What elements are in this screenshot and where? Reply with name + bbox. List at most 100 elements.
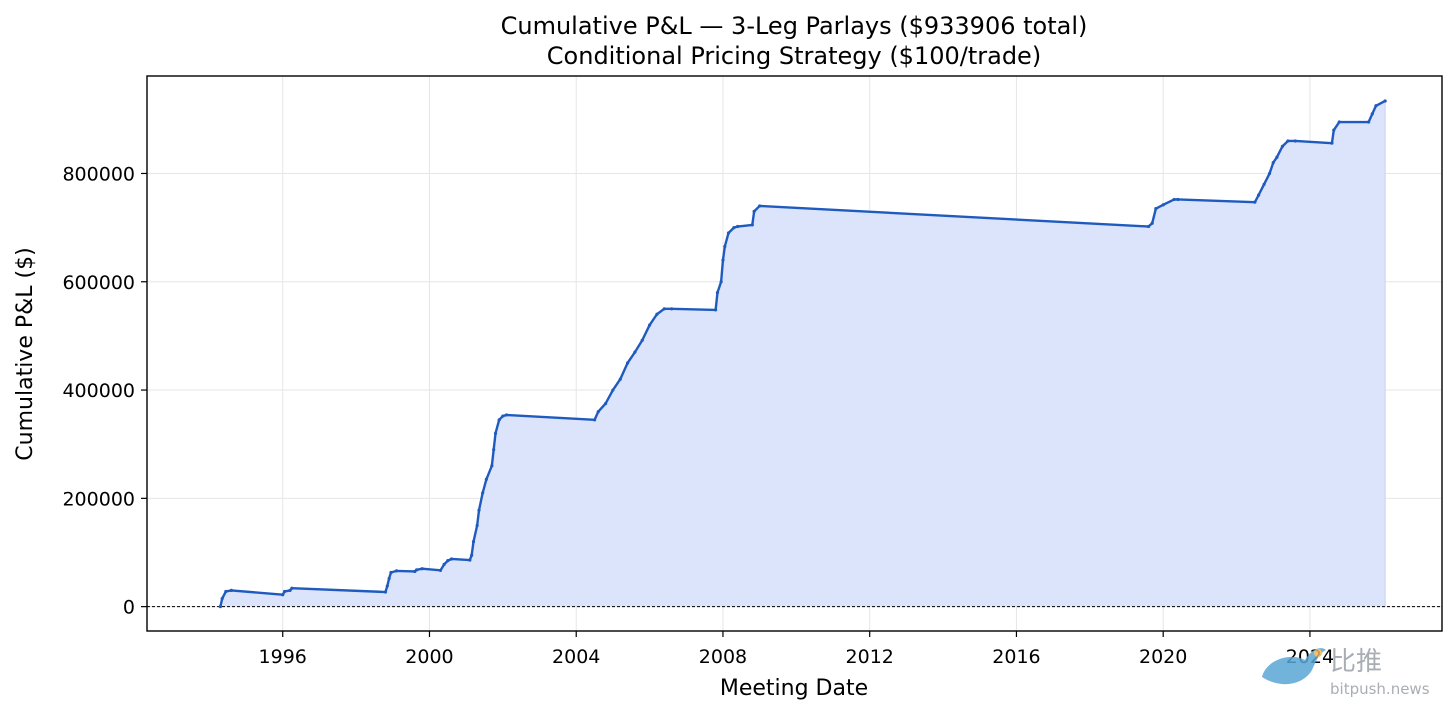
data-point (1176, 197, 1180, 202)
y-axis-label: Cumulative P&L ($) (13, 247, 38, 460)
data-point (662, 307, 666, 311)
data-point (1337, 120, 1341, 124)
data-point (470, 553, 474, 557)
data-point (1146, 224, 1151, 229)
data-point (726, 231, 731, 235)
watermark-domain: bitpush.news (1330, 680, 1430, 698)
data-point (504, 413, 509, 417)
data-point (385, 584, 389, 588)
data-point (1275, 155, 1279, 159)
x-tick-label: 2012 (846, 646, 894, 668)
data-point (492, 448, 496, 452)
data-point (1154, 207, 1158, 211)
data-point (229, 588, 233, 592)
y-tick-label: 800000 (62, 163, 135, 185)
data-point (387, 576, 391, 581)
data-point (592, 418, 597, 422)
data-point (1367, 120, 1371, 124)
data-point (220, 596, 224, 601)
data-point (732, 226, 736, 230)
data-point (1161, 203, 1165, 207)
data-point (1267, 171, 1272, 176)
data-point (750, 223, 754, 227)
fill-layer (147, 100, 1442, 608)
y-tick-label: 200000 (62, 488, 135, 510)
data-point (736, 224, 740, 229)
data-point (758, 204, 762, 208)
data-point (490, 464, 494, 468)
data-point (1293, 139, 1297, 143)
data-point (1256, 193, 1261, 197)
chart-title: Cumulative P&L — 3-Leg Parlays ($933906 … (501, 12, 1088, 40)
data-point (596, 410, 600, 414)
data-point (442, 562, 446, 567)
data-point (383, 590, 388, 594)
data-point (611, 388, 615, 392)
data-point (719, 280, 723, 284)
data-point (633, 350, 637, 354)
data-point (493, 431, 498, 435)
data-point (389, 570, 393, 575)
watermark-logo: 比推 bitpush.news (1262, 647, 1430, 698)
data-point (394, 569, 399, 573)
data-point (1286, 139, 1290, 143)
data-point (501, 414, 505, 418)
data-point (647, 323, 652, 327)
data-point (446, 559, 450, 563)
bird-icon (1262, 648, 1326, 685)
data-point (1330, 141, 1334, 145)
data-point (484, 477, 488, 481)
data-point (1150, 221, 1154, 225)
data-point (640, 338, 644, 342)
data-point (1253, 200, 1257, 204)
series-line (219, 99, 1386, 607)
data-point (1262, 182, 1266, 186)
data-point (1370, 112, 1374, 116)
y-tick-label: 0 (123, 597, 135, 619)
data-point (715, 290, 720, 295)
axes-layer: 1996200020042008201220162020202402000004… (62, 75, 1443, 668)
x-tick-label: 2016 (992, 646, 1040, 668)
data-point (218, 605, 222, 609)
data-point (415, 568, 419, 572)
series-area-fill (220, 100, 1386, 607)
data-point (1332, 128, 1336, 132)
y-tick-label: 600000 (62, 272, 135, 294)
data-point (420, 567, 424, 571)
x-tick-label: 2020 (1139, 646, 1187, 668)
data-point (618, 377, 622, 381)
chart-subtitle: Conditional Pricing Strategy ($100/trade… (547, 42, 1041, 70)
data-point (481, 491, 485, 495)
data-point (497, 418, 501, 422)
data-point (224, 589, 228, 594)
data-point (723, 244, 727, 249)
data-point (721, 258, 725, 262)
data-point (1271, 161, 1275, 165)
data-point (752, 209, 756, 213)
y-tick-label: 400000 (62, 380, 135, 402)
data-point (282, 589, 287, 594)
data-point (1374, 104, 1378, 108)
x-tick-label: 2004 (552, 646, 600, 668)
x-axis-label: Meeting Date (720, 676, 868, 701)
line-layer (218, 99, 1387, 609)
data-point (471, 540, 476, 544)
watermark-brand-cn: 比推 (1330, 647, 1382, 677)
x-tick-label: 1996 (259, 646, 307, 668)
data-point (475, 523, 479, 528)
data-point (714, 308, 718, 312)
data-point (281, 593, 285, 597)
data-point (290, 586, 294, 590)
data-point (625, 361, 630, 365)
data-point (477, 508, 481, 512)
data-point (288, 588, 292, 592)
data-point (1172, 197, 1176, 202)
data-point (1383, 99, 1387, 103)
data-point (670, 307, 674, 311)
x-tick-label: 2008 (699, 646, 747, 668)
data-point (438, 568, 443, 572)
data-point (1280, 144, 1285, 148)
data-point (655, 312, 659, 316)
